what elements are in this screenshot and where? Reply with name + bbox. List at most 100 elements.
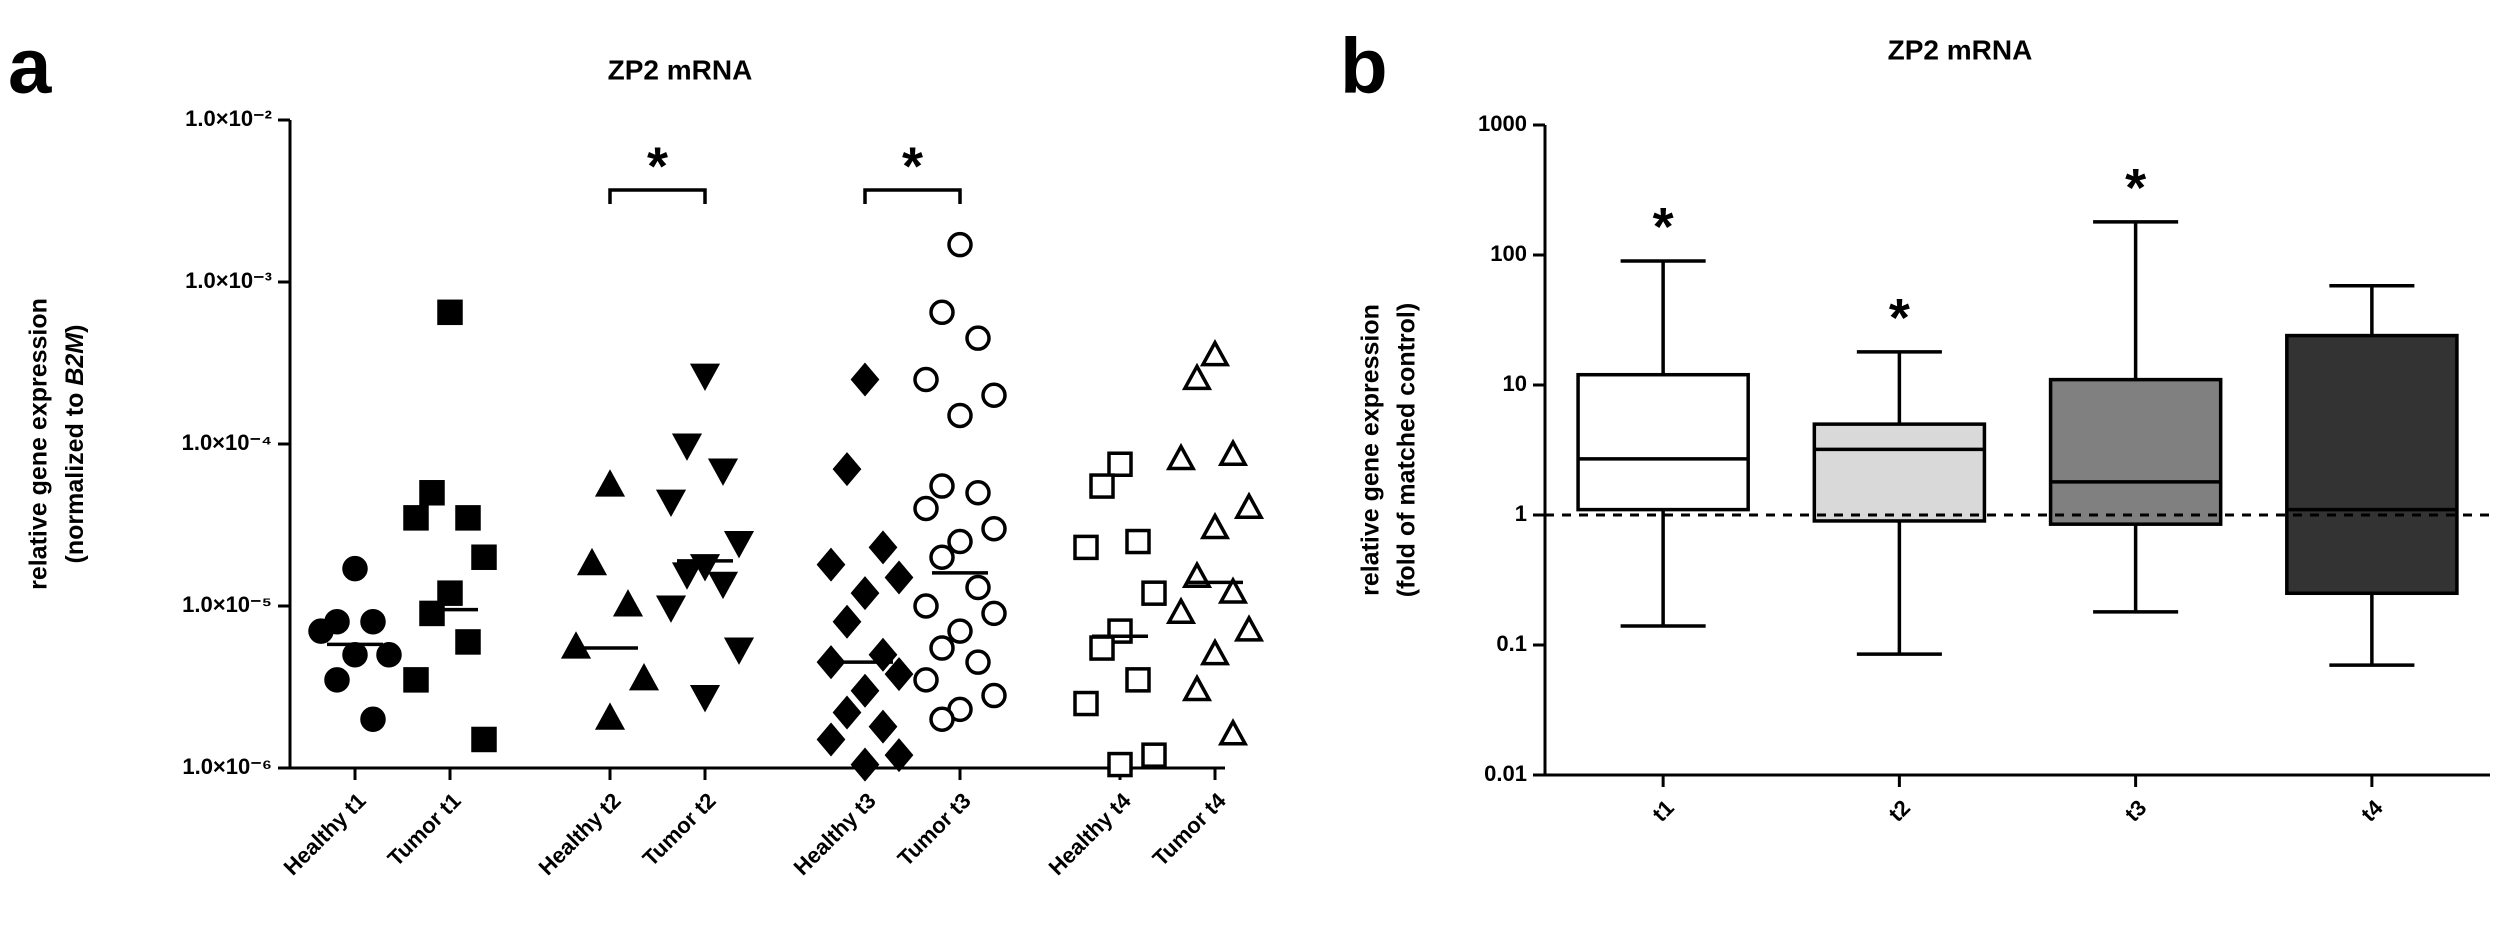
y-axis-title: (fold of matched control) [1393,303,1421,597]
y-tick-label: 1.0×10⁻⁵ [182,592,272,617]
data-point [1181,673,1213,702]
x-tick-label: Healthy t4 [1044,787,1137,880]
data-point [342,642,368,668]
significance-star: * [2125,158,2146,218]
data-point [965,649,991,675]
data-point [981,382,1007,408]
data-point [947,231,973,258]
x-tick-label: Healthy t1 [279,788,371,880]
data-point [947,528,973,555]
data-point [1181,362,1213,391]
data-point [1141,742,1167,768]
y-tick-label: 1.0×10⁻³ [185,268,272,293]
data-point [403,667,429,693]
data-point [850,747,880,782]
data-point [723,637,755,665]
y-tick-label: 1.0×10⁻² [185,106,272,131]
data-point [1089,635,1115,661]
data-point [947,618,973,644]
data-point [832,604,862,639]
data-point [471,544,497,570]
chart-title: ZP2 mRNA [608,54,753,85]
data-point [1233,491,1265,520]
x-tick-label: Healthy t3 [789,788,881,880]
significance-bracket [863,188,962,204]
data-point [832,695,862,730]
panel-label: b [1340,22,1388,110]
data-point [1089,473,1115,499]
data-point [403,505,429,531]
data-point [594,469,626,497]
data-point [560,631,592,659]
data-point [671,562,703,590]
data-point [689,685,721,713]
data-point [1125,528,1151,555]
data-point [576,547,608,576]
data-point [965,574,991,601]
y-axis-title-part: (normalized to [61,386,89,564]
y-tick-label: 1.0×10⁻⁴ [182,430,272,455]
data-point [419,600,445,627]
y-tick-label: 100 [1490,241,1527,266]
data-point [360,608,386,635]
data-point [947,402,973,429]
data-point [1199,339,1231,367]
data-point [612,589,644,617]
data-point [671,433,703,461]
data-point [913,593,939,619]
data-point [929,299,955,326]
data-point [884,738,914,773]
data-point [913,366,939,393]
data-point [816,722,846,757]
data-point [455,629,481,655]
data-point [655,489,687,518]
x-tick-label: Tumor t4 [1148,787,1232,871]
data-point [360,706,386,732]
data-point [707,458,739,486]
data-point [1107,451,1133,477]
data-point [707,571,739,600]
data-point [816,547,846,582]
data-point [628,663,660,691]
data-point [868,709,898,744]
data-point [850,362,880,397]
data-point [884,657,914,692]
chart-title: ZP2 mRNA [1888,34,2033,65]
x-tick-label: Tumor t2 [638,788,721,871]
data-point [981,682,1007,709]
data-point [929,544,955,570]
x-tick-label: t4 [2356,794,2388,826]
box [1576,372,1750,512]
significance-star: * [647,136,668,196]
data-point [437,299,463,326]
data-point [655,595,687,623]
data-point [324,667,350,693]
data-point [832,452,862,487]
significance-star: * [902,136,923,196]
data-point [868,637,898,672]
data-point [850,673,880,708]
data-point [929,473,955,499]
x-tick-label: Tumor t3 [893,788,976,871]
box [2048,377,2223,526]
data-point [850,576,880,611]
significance-bracket [608,188,707,204]
data-point [929,706,955,732]
y-axis-title: relative gene expression [1357,304,1385,596]
box [1812,422,1987,523]
x-tick-label: Healthy t2 [534,788,626,880]
x-tick-label: Tumor t1 [383,788,466,871]
data-point [816,645,846,680]
data-point [1073,534,1099,561]
data-point [1233,614,1265,642]
y-axis-title: relative gene expression [25,298,53,590]
data-point [689,363,721,391]
data-point [723,530,755,559]
y-tick-label: 0.1 [1496,631,1527,656]
data-point [1165,442,1197,471]
data-point [1073,690,1099,717]
y-axis-title: (normalized to B2M) [61,325,89,564]
significance-star: * [1653,197,1674,257]
data-point [1217,576,1249,604]
